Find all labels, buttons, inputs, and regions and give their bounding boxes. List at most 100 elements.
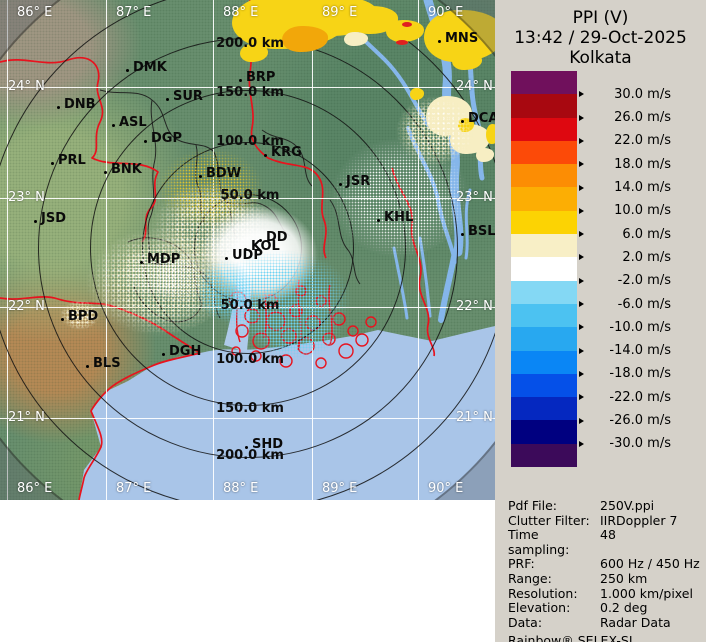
legend-tick-arrow-icon: [579, 440, 584, 447]
metadata-row: Clutter Filter: IIRDoppler 7: [508, 512, 702, 529]
radar-echo-red: [402, 22, 412, 27]
range-ring-label: 150.0 km: [216, 85, 284, 100]
city-dot: [57, 106, 60, 109]
city-label: KHL: [384, 210, 414, 225]
legend-tick-label: 10.0 m/s: [614, 203, 671, 219]
city-dot: [225, 257, 228, 260]
range-ring-label: 150.0 km: [216, 401, 284, 416]
legend-tick: -10.0 m/s: [579, 320, 697, 335]
legend-tick: -18.0 m/s: [579, 366, 697, 382]
city-dot: [61, 318, 64, 321]
range-ring-label: 50.0 km: [220, 188, 280, 203]
metadata-label: Range:: [508, 570, 552, 586]
metadata-row: Elevation: 0.2 deg: [508, 601, 702, 616]
city-dot: [259, 239, 262, 242]
legend-color-band: [511, 210, 577, 235]
legend-color-band: [511, 257, 577, 281]
city-label: DNB: [64, 97, 96, 112]
legend-tick-label: -18.0 m/s: [609, 366, 671, 382]
metadata-row: Range: 250 km: [508, 570, 702, 587]
city-label: UDP: [232, 248, 263, 263]
latitude-label-right: 24° N: [456, 79, 493, 94]
latitude-label-left: 22° N: [8, 299, 45, 314]
station-name: Kolkata: [569, 48, 632, 68]
city-label: DCA: [468, 111, 495, 126]
metadata-label: Time sampling:: [508, 527, 570, 557]
range-ring-label: 100.0 km: [216, 352, 284, 367]
city-dot: [140, 261, 143, 264]
latitude-label-right: 21° N: [456, 410, 493, 425]
legend-color-band: [511, 420, 577, 444]
legend-tick-arrow-icon: [579, 161, 584, 168]
city-label: KRG: [271, 145, 302, 160]
radar-echo-wspeck: [120, 246, 195, 301]
radar-echo-cyspeck: [248, 298, 343, 360]
city-dot: [199, 175, 202, 178]
legend-tick-arrow-icon: [579, 184, 584, 191]
city-dot: [377, 219, 380, 222]
city-label: KOL: [251, 239, 280, 254]
metadata-label: Resolution:: [508, 585, 578, 601]
city-dot: [461, 233, 464, 236]
legend-tick-label: -2.0 m/s: [617, 273, 671, 289]
legend-tick: 2.0 m/s: [579, 250, 697, 265]
legend-tick: 18.0 m/s: [579, 156, 697, 172]
city-label: BRP: [246, 70, 276, 85]
legend-tick-label: -26.0 m/s: [609, 413, 671, 428]
legend-tick-arrow-icon: [579, 347, 584, 354]
city-dot: [239, 79, 242, 82]
radar-echo-cream: [344, 32, 368, 46]
legend-color-band: [511, 350, 577, 374]
longitude-label-bottom: 90° E: [428, 481, 464, 496]
legend-tick-label: 22.0 m/s: [614, 133, 671, 149]
latitude-label-left: 23° N: [8, 190, 45, 205]
legend-tick-arrow-icon: [579, 137, 584, 144]
legend-tick-label: -30.0 m/s: [609, 436, 671, 452]
legend-tick: -26.0 m/s: [579, 413, 697, 428]
legend-tick-label: 18.0 m/s: [614, 156, 671, 172]
metadata-value: Radar Data: [600, 614, 671, 630]
legend-tick: -14.0 m/s: [579, 343, 697, 359]
city-label: DGP: [151, 131, 182, 146]
radar-echo-yellow: [386, 20, 424, 42]
legend-tick: 14.0 m/s: [579, 180, 697, 195]
legend-tick: 30.0 m/s: [579, 87, 697, 102]
legend-color-band: [511, 187, 577, 211]
legend-color-band: [511, 94, 577, 118]
legend-color-band: [511, 303, 577, 328]
metadata-value: 0.2 deg: [600, 600, 648, 616]
city-dot: [264, 154, 267, 157]
range-ring-label: 50.0 km: [220, 298, 280, 313]
longitude-label-top: 86° E: [17, 5, 53, 20]
longitude-label-bottom: 88° E: [223, 481, 259, 496]
metadata-label: Clutter Filter:: [508, 512, 590, 528]
product-header: PPI (V) 13:42 / 29-Oct-2025 Kolkata: [495, 8, 706, 68]
legend-tick-arrow-icon: [579, 370, 584, 377]
city-label: DGH: [169, 344, 202, 359]
longitude-label-top: 90° E: [428, 5, 464, 20]
city-label: ASL: [119, 115, 147, 130]
city-label: DMK: [133, 60, 167, 75]
legend-color-band: [511, 71, 577, 95]
latitude-label-right: 23° N: [456, 190, 493, 205]
city-label: BLS: [93, 356, 121, 371]
radar-map: 86° E 86° E 87° E 87° E 88° E 88° E 89° E 89° E…: [0, 0, 495, 500]
city-label: MNS: [445, 31, 479, 46]
legend-tick: 22.0 m/s: [579, 133, 697, 149]
legend-tick-arrow-icon: [579, 207, 584, 214]
city-label: BPD: [68, 309, 99, 324]
legend-tick-label: 6.0 m/s: [622, 226, 671, 242]
legend-tick-arrow-icon: [579, 417, 584, 424]
legend-tick-label: -14.0 m/s: [609, 343, 671, 359]
city-dot: [104, 171, 107, 174]
radar-echo-orange: [282, 26, 328, 52]
legend-color-band: [511, 280, 577, 304]
longitude-label-bottom: 87° E: [116, 481, 152, 496]
radar-echo-red: [396, 40, 408, 45]
metadata-label: PRF:: [508, 556, 535, 572]
software-signature: Rainbow® SELEX-SI: [508, 633, 633, 642]
legend-tick-arrow-icon: [579, 91, 584, 98]
legend-color-band: [511, 443, 577, 468]
legend-tick: -6.0 m/s: [579, 297, 697, 312]
